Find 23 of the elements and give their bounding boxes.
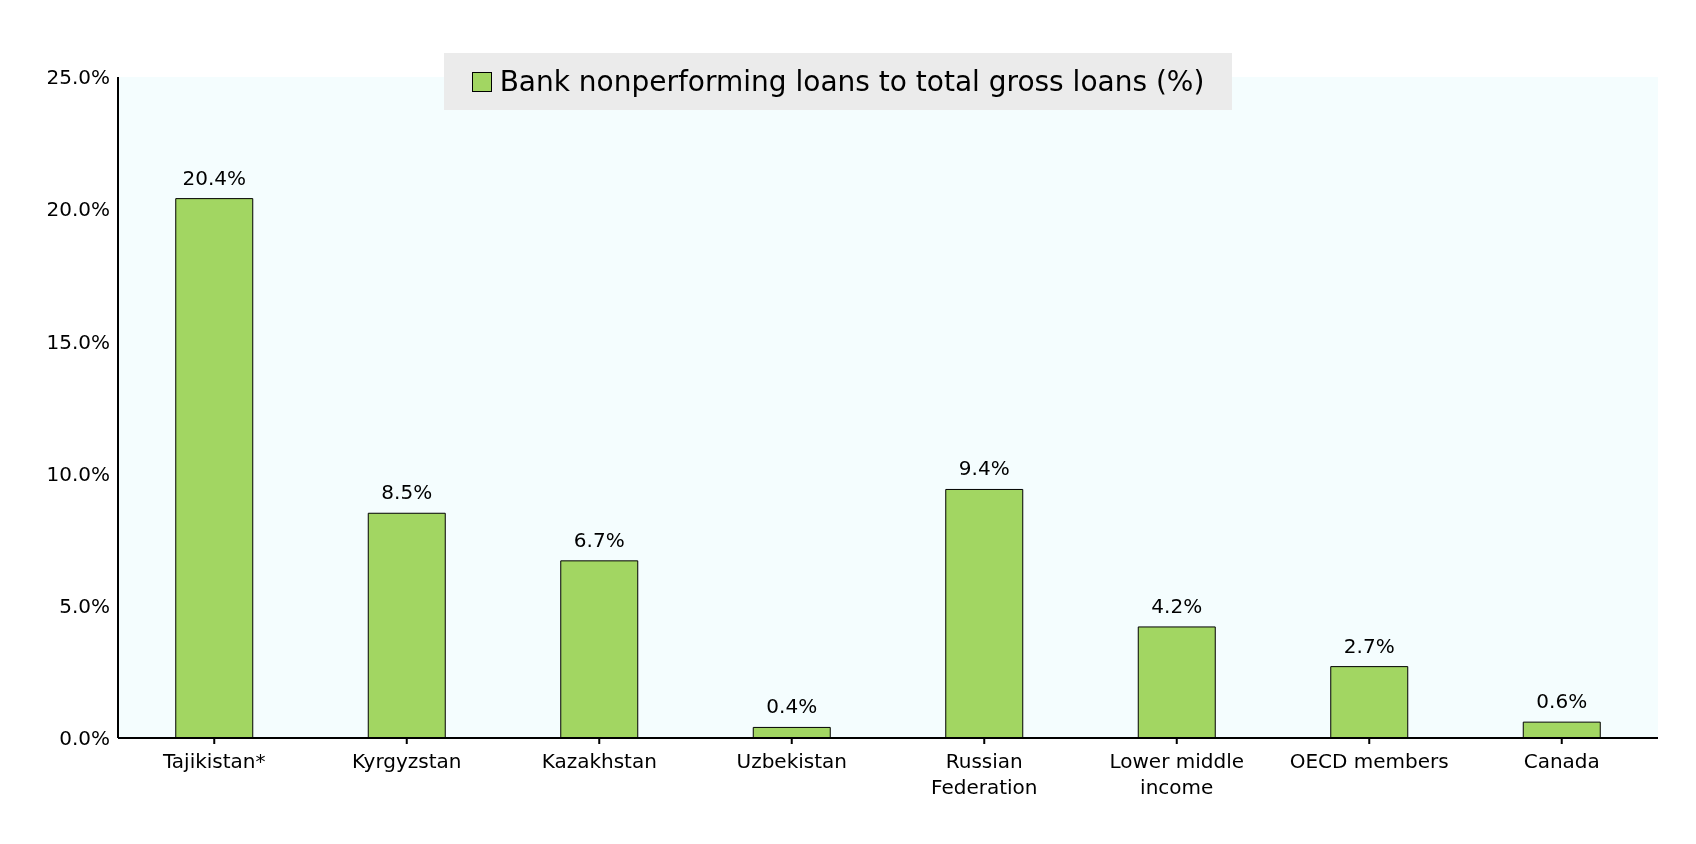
data-label: 2.7% xyxy=(1343,633,1395,658)
x-tick-label: Kyrgyzstan xyxy=(351,749,462,773)
legend-label: Bank nonperforming loans to total gross loans (%) xyxy=(498,65,1205,98)
y-tick-label: 20.0% xyxy=(46,197,110,222)
x-tick-label: Tajikistan* xyxy=(161,749,266,773)
y-tick-label: 15.0% xyxy=(46,329,110,354)
data-label: 6.7% xyxy=(573,527,625,552)
x-tick-label: Lower middle income xyxy=(1109,749,1245,799)
x-tick-label: OECD members xyxy=(1289,749,1449,773)
y-tick-label: 5.0% xyxy=(59,593,110,618)
y-tick-label: 0.0% xyxy=(59,726,110,751)
y-tick-label: 25.0% xyxy=(46,65,110,90)
data-label: 0.6% xyxy=(1536,689,1588,714)
x-tick-label: Uzbekistan xyxy=(736,749,847,773)
data-label: 9.4% xyxy=(958,456,1010,481)
data-label: 4.2% xyxy=(1151,593,1203,618)
x-tick-label: Canada xyxy=(1523,749,1600,773)
data-label: 0.4% xyxy=(766,694,818,719)
data-label: 8.5% xyxy=(381,480,433,505)
x-tick-label: Kazakhstan xyxy=(541,749,657,773)
x-tick-label: Russian Federation xyxy=(930,749,1038,799)
data-label: 20.4% xyxy=(182,165,247,190)
y-tick-label: 10.0% xyxy=(46,461,110,486)
